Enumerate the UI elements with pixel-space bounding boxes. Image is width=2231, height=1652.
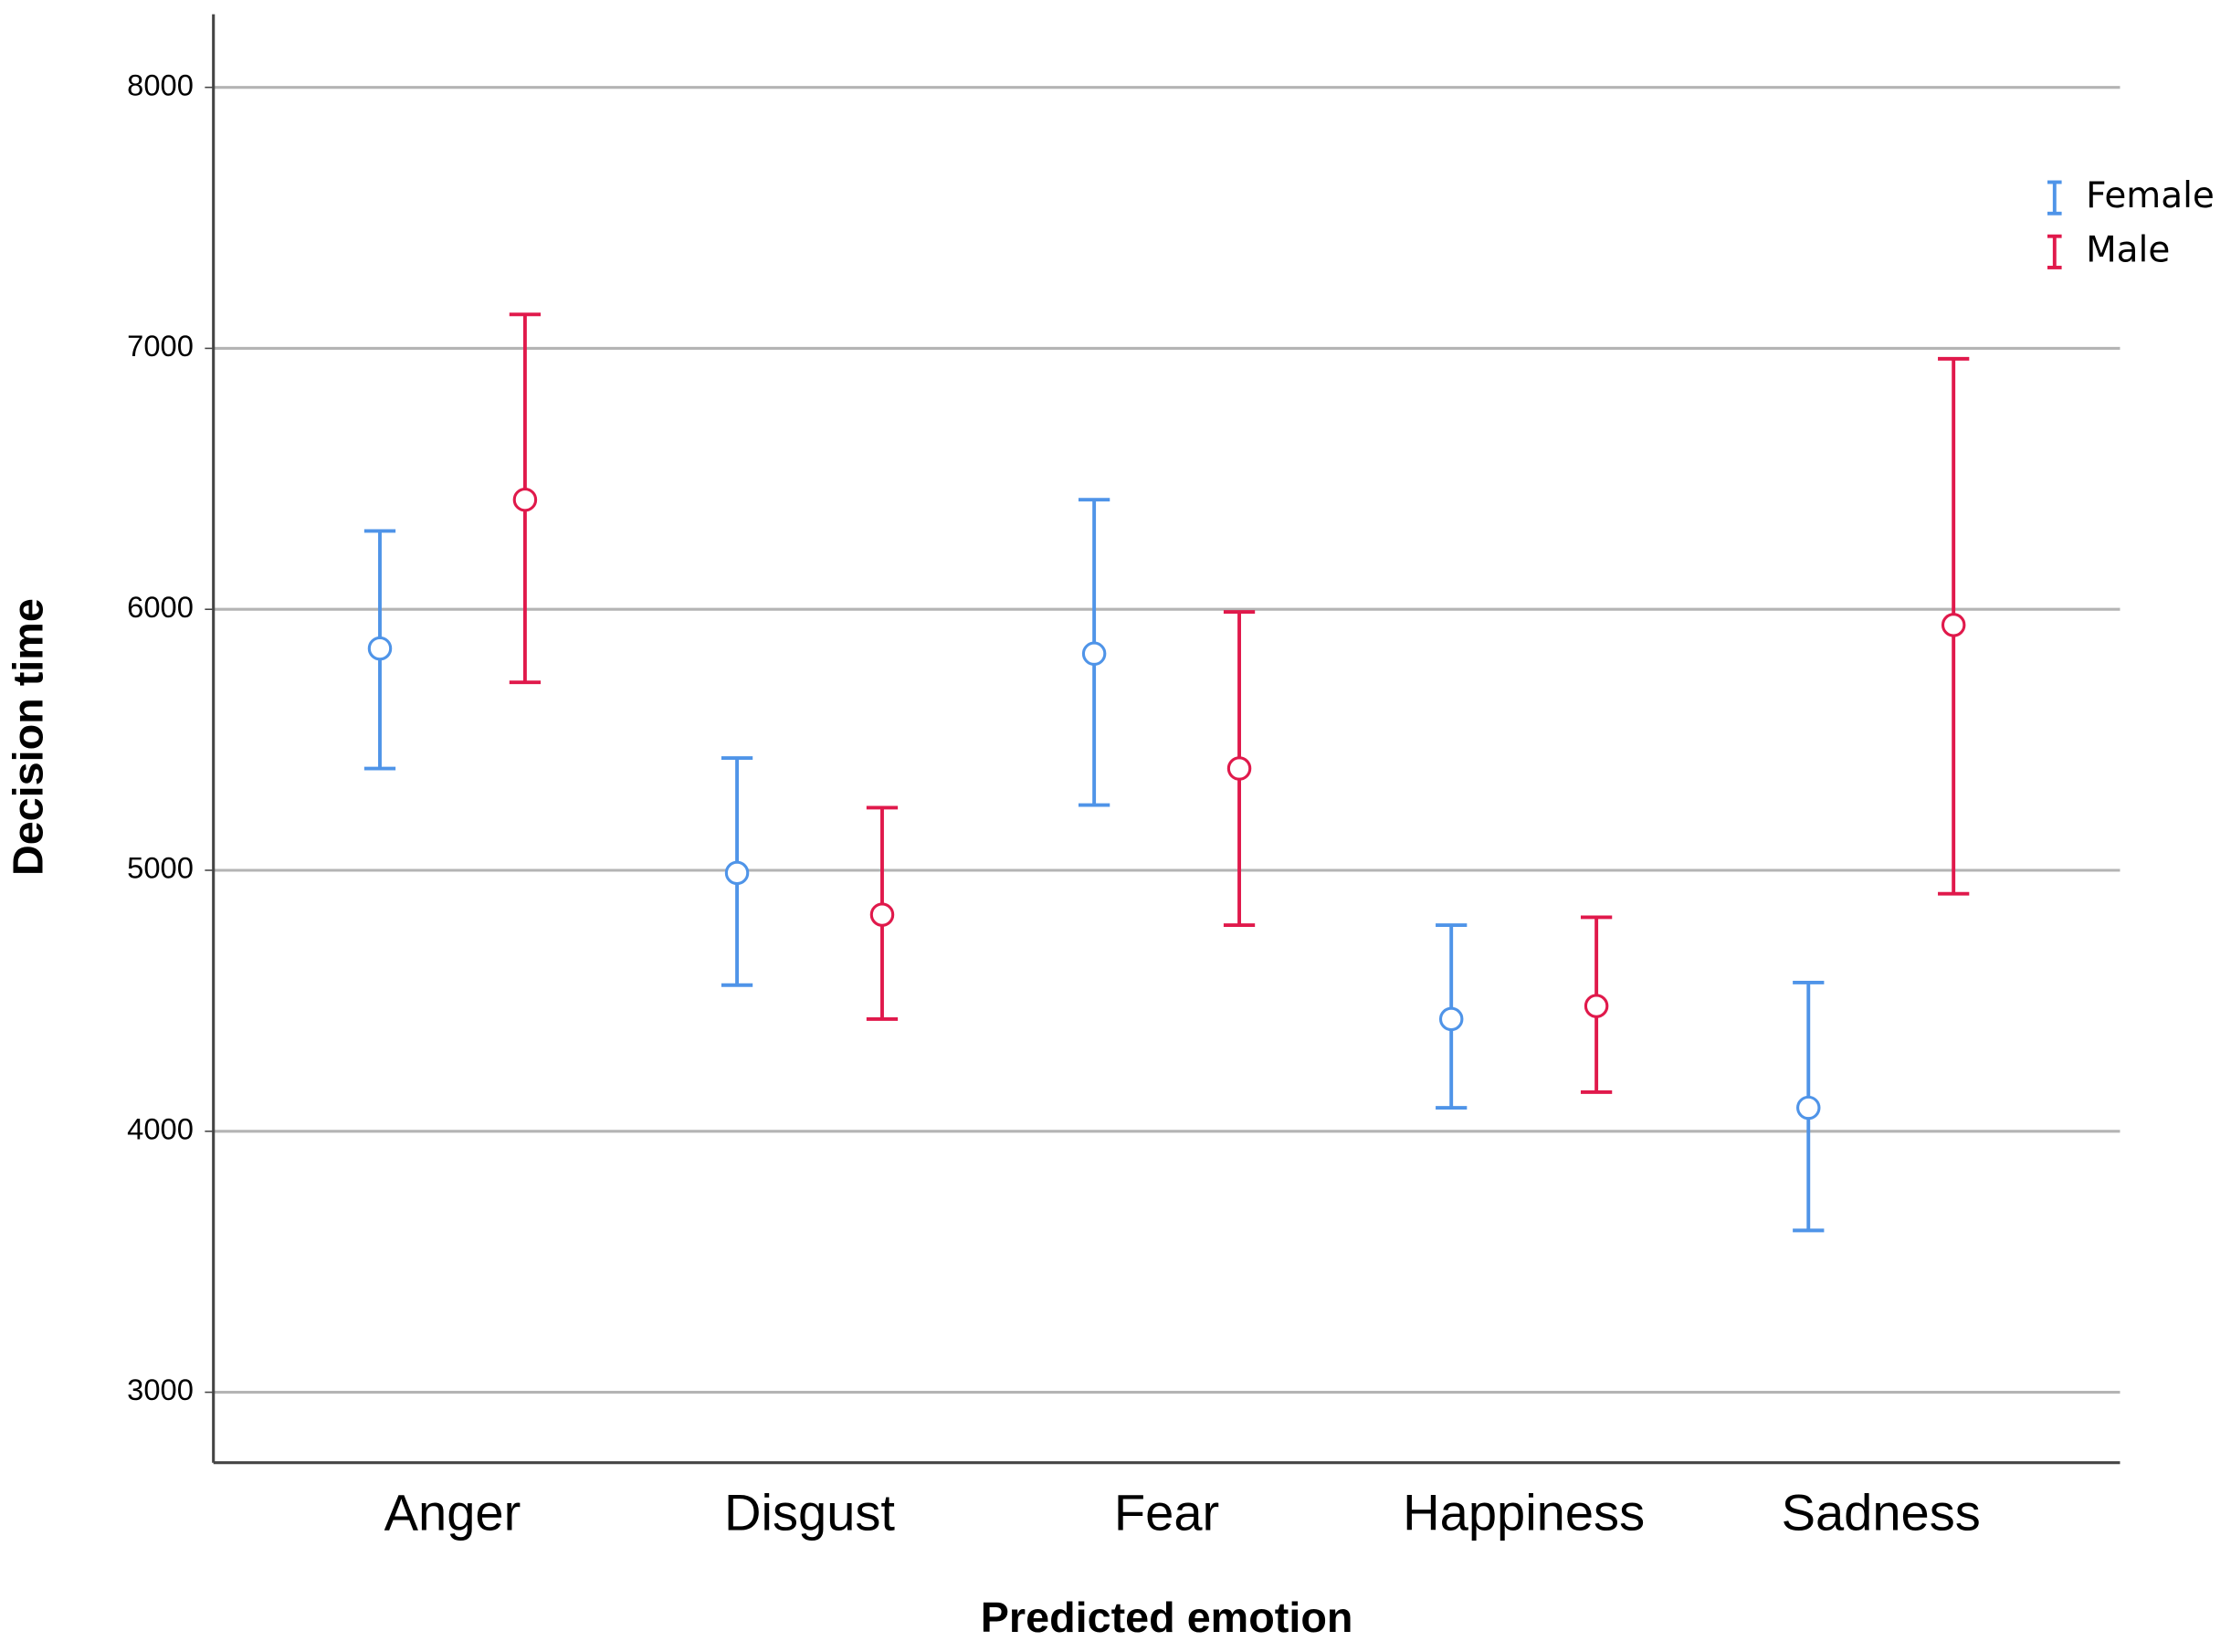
x-axis-title: Predicted emotion: [981, 1594, 1353, 1641]
mean-marker: [1796, 1095, 1821, 1121]
mean-marker: [1941, 613, 1966, 637]
y-tick-label: 8000: [127, 68, 194, 101]
x-tick-label: Disgust: [724, 1484, 895, 1542]
mean-marker: [869, 902, 895, 927]
mean-marker: [1438, 1006, 1464, 1032]
y-tick-label: 3000: [127, 1373, 194, 1406]
mean-marker: [367, 636, 393, 661]
y-tick-label: 5000: [127, 851, 194, 885]
mean-marker: [1226, 756, 1252, 781]
mean-marker: [1081, 641, 1107, 667]
legend-label: Male: [2086, 229, 2170, 270]
mean-marker: [512, 487, 538, 512]
mean-marker: [724, 860, 750, 886]
y-axis-title: Decision time: [5, 598, 52, 876]
x-tick-label: Sadness: [1782, 1484, 1981, 1542]
mean-marker: [1584, 994, 1609, 1018]
y-tick-label: 7000: [127, 329, 194, 363]
x-tick-label: Anger: [384, 1484, 521, 1542]
x-tick-label: Fear: [1114, 1484, 1219, 1542]
x-tick-label: Happiness: [1403, 1484, 1645, 1542]
legend-label: Female: [2086, 175, 2215, 216]
y-tick-label: 6000: [127, 590, 194, 624]
y-tick-label: 4000: [127, 1111, 194, 1145]
